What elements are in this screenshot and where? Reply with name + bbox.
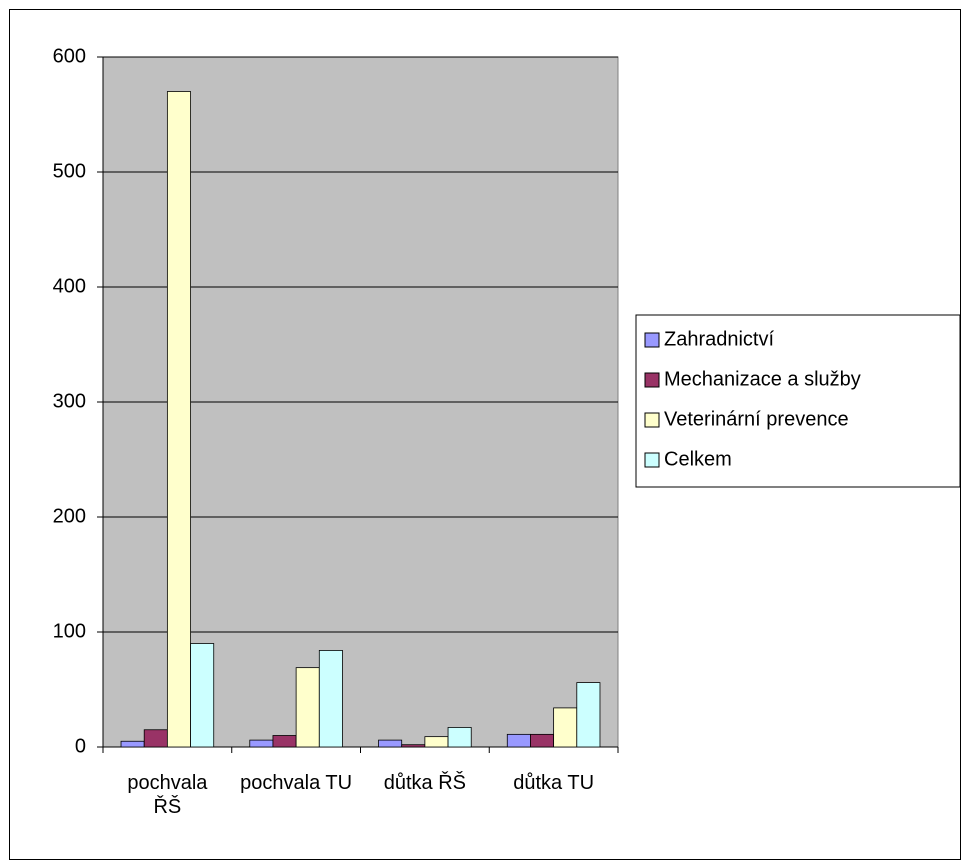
legend-label: Celkem <box>664 448 732 470</box>
bar <box>576 682 601 748</box>
y-tick-label: 600 <box>53 45 86 67</box>
y-tick-label: 300 <box>53 390 86 412</box>
x-tick-label: důtka ŘŠ <box>383 772 466 794</box>
bar <box>272 735 297 748</box>
legend-swatch <box>644 452 660 468</box>
x-tick-label: důtka TU <box>513 772 595 794</box>
y-tick-label: 500 <box>53 160 86 182</box>
x-tick-label: pochvala ŘŠ <box>127 772 208 818</box>
bar <box>506 733 531 748</box>
x-tick-label-box: důtka ŘŠ <box>383 772 466 794</box>
legend-swatch <box>644 412 660 428</box>
legend-label: Veterinární prevence <box>664 408 849 430</box>
bar <box>166 91 191 748</box>
bar <box>530 733 555 748</box>
x-tick-label: pochvala TU <box>240 772 353 794</box>
bar <box>553 707 578 748</box>
legend-label: Mechanizace a služby <box>664 368 861 390</box>
bar <box>249 739 274 748</box>
x-tick-label-box: pochvala TU <box>240 772 353 794</box>
legend-label: Zahradnictví <box>664 328 774 350</box>
bar <box>447 727 472 748</box>
bar <box>424 736 449 748</box>
legend-swatch <box>644 332 660 348</box>
legend-swatch <box>644 372 660 388</box>
bar <box>378 739 403 748</box>
y-tick-label: 400 <box>53 275 86 297</box>
y-tick-label: 100 <box>53 620 86 642</box>
bar <box>120 740 145 748</box>
bar <box>190 643 215 748</box>
x-tick-label-box: důtka TU <box>513 772 595 794</box>
bar <box>143 729 168 748</box>
bar <box>318 650 343 748</box>
y-tick-label: 200 <box>53 505 86 527</box>
legend-box <box>635 314 961 488</box>
x-tick-label-box: pochvala ŘŠ <box>127 772 208 818</box>
y-tick-label: 0 <box>75 735 86 757</box>
bar <box>401 744 426 748</box>
bar <box>295 667 320 748</box>
